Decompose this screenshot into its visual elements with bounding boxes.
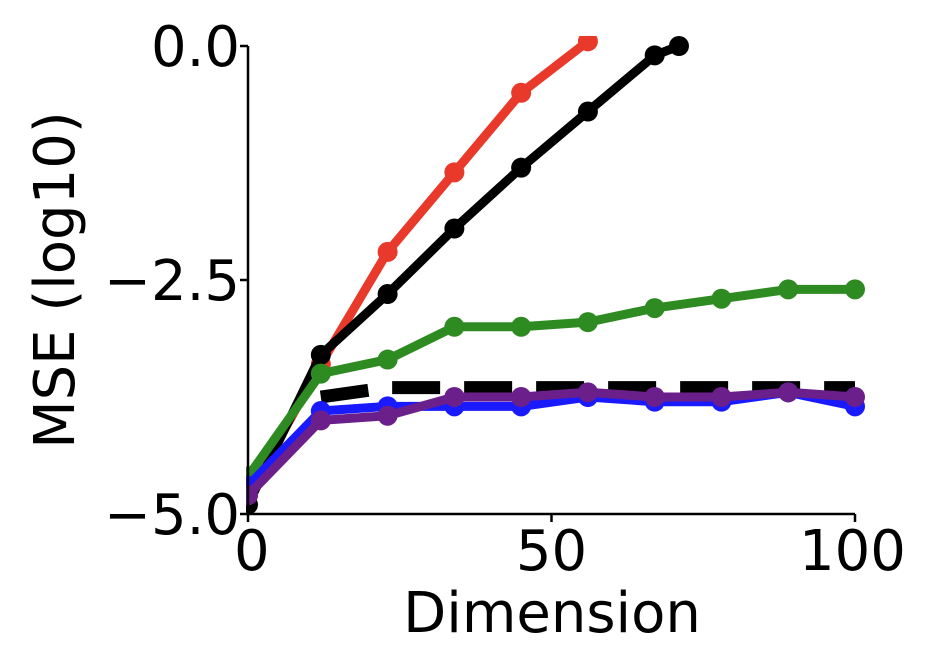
- y-tick-label: −5.0: [104, 483, 240, 548]
- series-layer: [246, 36, 865, 515]
- x-tick-label: 100: [799, 519, 906, 584]
- data-point: [668, 36, 689, 56]
- data-point: [577, 312, 598, 333]
- series-4: [319, 381, 855, 404]
- data-point: [577, 101, 598, 122]
- data-point: [511, 316, 532, 337]
- data-point: [845, 387, 865, 407]
- series-line: [246, 387, 860, 500]
- series-6: [246, 382, 865, 506]
- data-point: [577, 36, 598, 52]
- data-point: [377, 349, 398, 370]
- x-tick-label: 50: [516, 519, 587, 584]
- y-tick-label: 0.0: [151, 15, 240, 80]
- data-point: [444, 387, 465, 407]
- data-point: [511, 387, 532, 407]
- series-line: [246, 387, 860, 491]
- data-point: [444, 316, 465, 337]
- data-point: [444, 162, 465, 183]
- data-point: [644, 45, 665, 66]
- data-point: [444, 218, 465, 239]
- data-point: [377, 405, 398, 426]
- x-tick-label: 0: [234, 519, 270, 584]
- data-point: [511, 82, 532, 103]
- data-point: [711, 387, 732, 407]
- series-line: [246, 284, 860, 482]
- data-point: [577, 382, 598, 403]
- y-tick-label: −2.5: [104, 249, 240, 314]
- data-point: [644, 387, 665, 407]
- y-axis-label: MSE (log10): [23, 111, 88, 448]
- series-2: [246, 36, 689, 515]
- series-line: [319, 381, 855, 404]
- data-point: [310, 410, 331, 431]
- data-point: [778, 382, 799, 403]
- data-point: [377, 241, 398, 262]
- data-point: [778, 279, 799, 300]
- data-point: [845, 279, 865, 300]
- data-point: [511, 157, 532, 178]
- data-point: [711, 288, 732, 309]
- data-point: [310, 363, 331, 384]
- series-line: [246, 41, 684, 510]
- x-axis-label: Dimension: [403, 581, 701, 646]
- data-point: [377, 284, 398, 305]
- data-point: [644, 298, 665, 319]
- ticks-layer: 0 50 100 0.0 −2.5 −5.0: [104, 15, 906, 584]
- data-point: [310, 344, 331, 365]
